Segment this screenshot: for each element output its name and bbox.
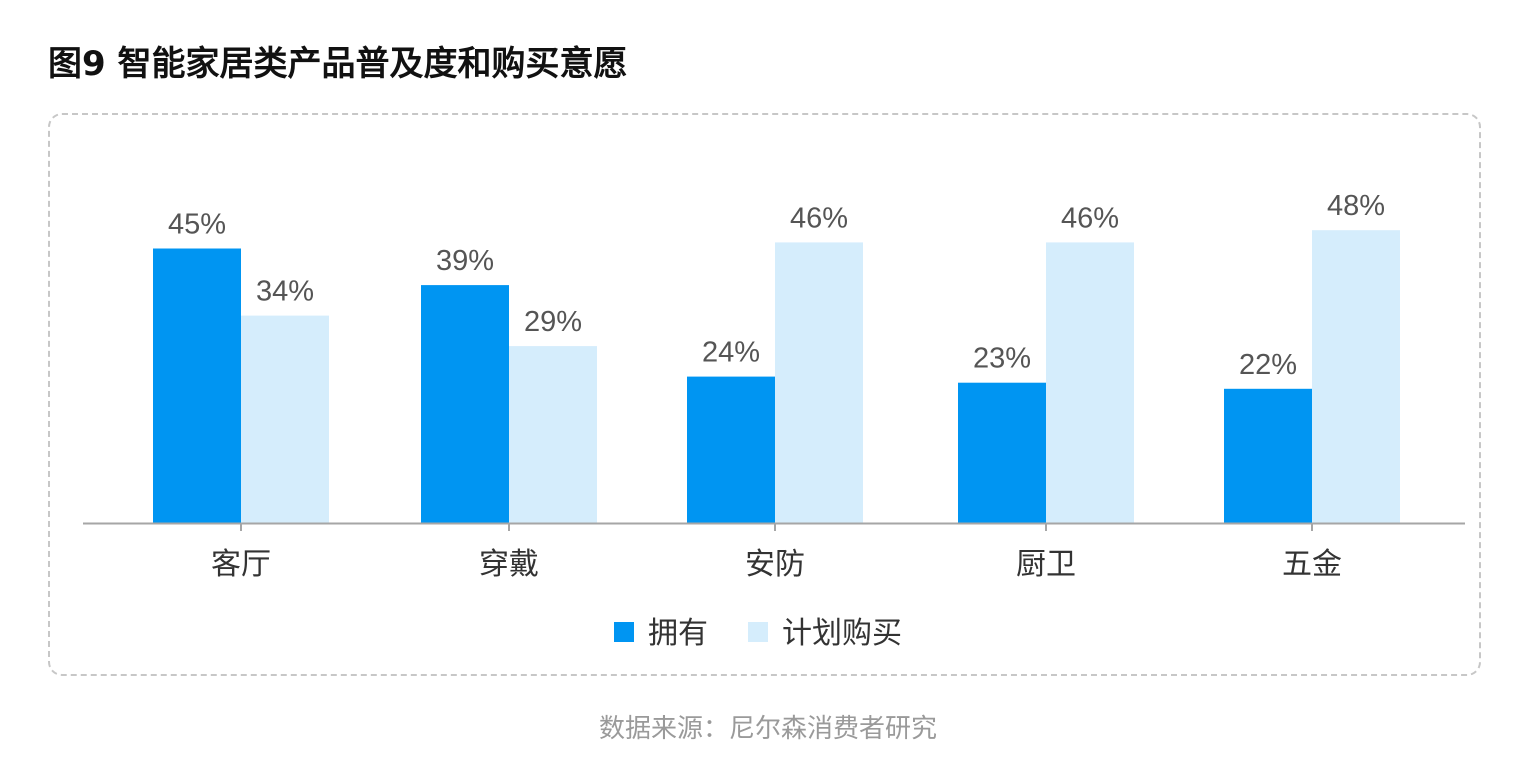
value-label-plan-1: 29% xyxy=(524,306,582,338)
legend-item-owned-swatch xyxy=(614,622,634,642)
category-labels-layer: 客厅 穿戴 安防 厨卫 五金 xyxy=(211,548,1342,581)
bar-plan-4 xyxy=(1312,230,1400,523)
category-label-0: 客厅 xyxy=(211,548,271,581)
bar-plan-1 xyxy=(509,346,597,523)
value-label-plan-0: 34% xyxy=(256,276,314,308)
legend-item-owned-label: 拥有 xyxy=(648,617,708,650)
value-label-plan-3: 46% xyxy=(1061,202,1119,234)
bar-owned-0 xyxy=(153,248,241,523)
value-label-owned-3: 23% xyxy=(973,343,1031,375)
legend-item-plan-swatch xyxy=(748,622,768,642)
legend: 拥有 计划购买 xyxy=(614,617,902,650)
category-label-4: 五金 xyxy=(1282,548,1342,581)
value-labels-layer: 45% 34% 39% 29% 24% 46% 23% 46% 22% 48% xyxy=(168,190,1385,381)
value-label-owned-1: 39% xyxy=(436,245,494,277)
bar-owned-3 xyxy=(958,382,1046,523)
bar-owned-2 xyxy=(687,376,775,523)
bar-owned-4 xyxy=(1224,388,1312,523)
x-ticks-layer xyxy=(240,523,1313,531)
bar-plan-2 xyxy=(775,242,863,523)
bars-layer xyxy=(153,230,1400,523)
source-note: 数据来源：尼尔森消费者研究 xyxy=(598,714,937,744)
category-label-1: 穿戴 xyxy=(479,548,539,581)
value-label-plan-2: 46% xyxy=(790,202,848,234)
value-label-owned-0: 45% xyxy=(168,209,226,241)
chart-frame xyxy=(48,113,1481,676)
value-label-owned-4: 22% xyxy=(1239,349,1297,381)
legend-item-plan-label: 计划购买 xyxy=(782,617,902,650)
bar-plan-0 xyxy=(241,315,329,523)
value-label-plan-4: 48% xyxy=(1327,190,1385,222)
category-label-2: 安防 xyxy=(745,548,805,581)
page-title: 图9 智能家居类产品普及度和购买意愿 xyxy=(48,44,628,84)
value-label-owned-2: 24% xyxy=(702,337,760,369)
bar-plan-3 xyxy=(1046,242,1134,523)
category-label-3: 厨卫 xyxy=(1016,548,1076,581)
bar-owned-1 xyxy=(421,285,509,523)
